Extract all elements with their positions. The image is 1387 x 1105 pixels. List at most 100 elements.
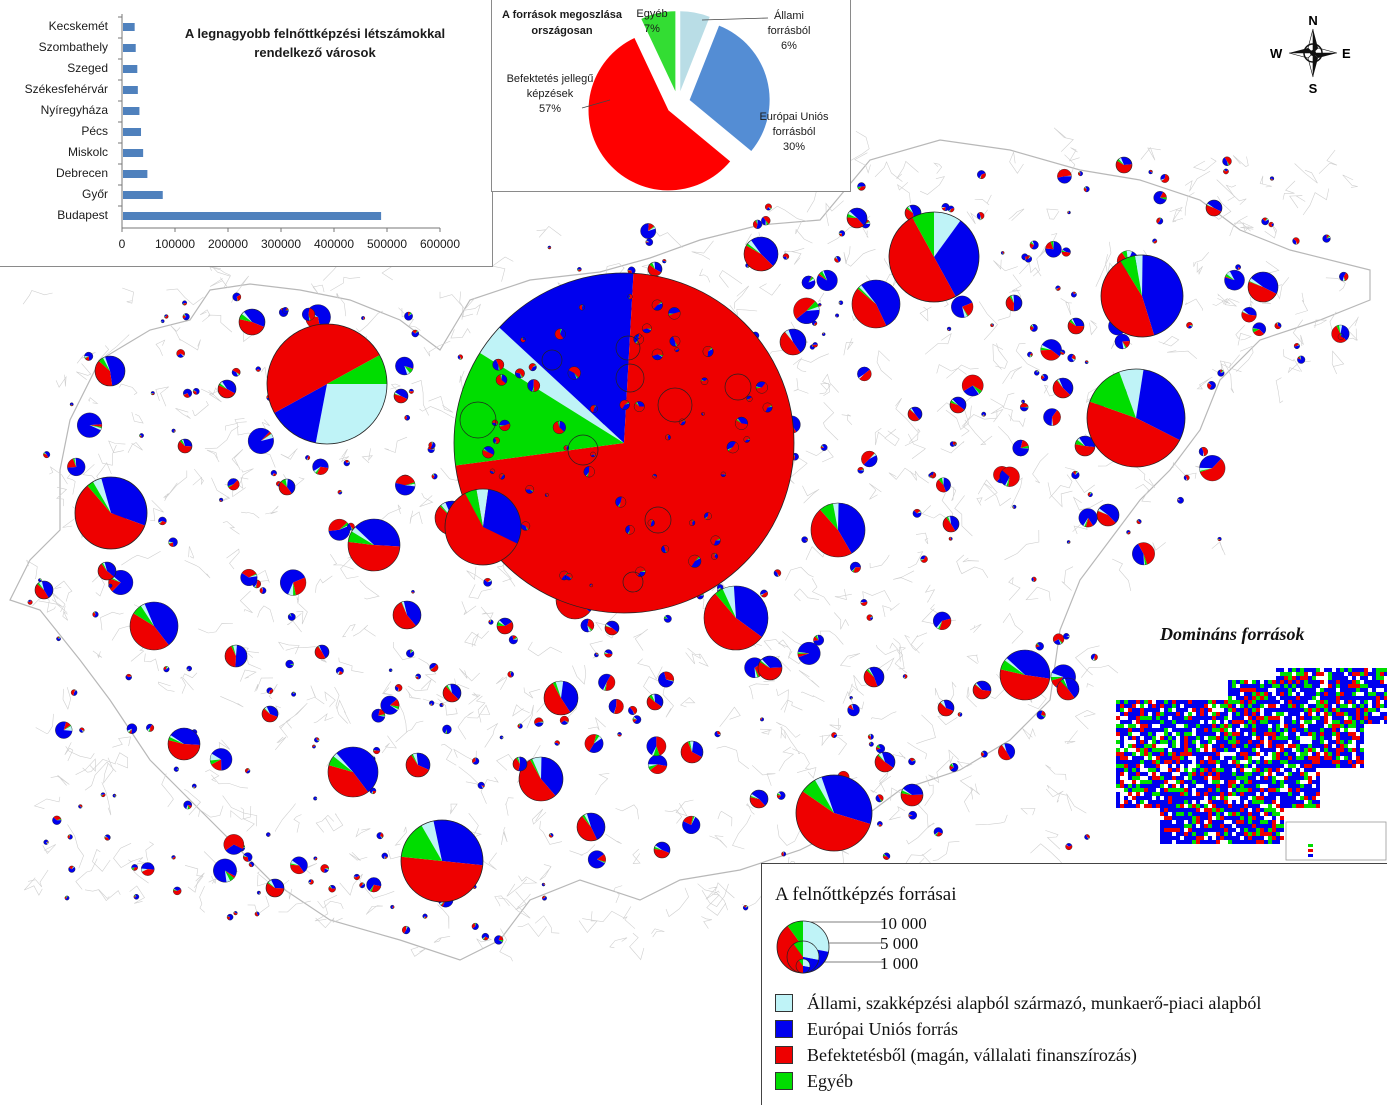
municipality-pie xyxy=(598,673,616,691)
pie-slice-1 xyxy=(689,25,770,152)
inner-pie xyxy=(583,466,595,478)
municipality-pie xyxy=(390,904,395,910)
municipality-pie xyxy=(227,478,240,491)
inner-pie xyxy=(489,468,496,474)
inner-pie xyxy=(651,299,663,311)
city-pie-medium xyxy=(743,236,779,272)
inner-pie xyxy=(668,307,681,320)
municipality-pie xyxy=(52,815,62,825)
bar-Győr xyxy=(123,191,163,199)
municipality-pie xyxy=(682,815,701,834)
compass-w: W xyxy=(1270,46,1283,61)
empty-pie-outline xyxy=(644,506,672,534)
municipality-pie xyxy=(232,292,242,302)
municipality-pie xyxy=(431,473,438,480)
municipality-pie xyxy=(781,851,787,857)
municipality-pie xyxy=(920,555,928,563)
municipality-pie xyxy=(209,748,233,771)
national-sources-pie xyxy=(581,11,770,191)
municipality-pie xyxy=(285,659,294,669)
municipality-pie xyxy=(139,433,144,438)
municipality-pie xyxy=(1045,241,1062,258)
municipality-pie xyxy=(752,219,763,229)
municipality-pie xyxy=(126,723,138,734)
municipality-pie xyxy=(125,673,132,681)
city-pie-large xyxy=(453,272,795,614)
inner-pie xyxy=(669,335,681,347)
municipality-pie xyxy=(861,450,878,468)
municipality-pie xyxy=(429,700,435,706)
municipality-pie xyxy=(776,791,786,800)
municipality-pie xyxy=(1292,237,1300,245)
empty-pie-outline xyxy=(567,434,599,466)
city-pie-medium xyxy=(1247,271,1279,303)
municipality-pie xyxy=(857,466,865,474)
municipality-pie xyxy=(255,366,261,372)
inner-pie xyxy=(734,416,749,430)
empty-pie-outline xyxy=(724,373,752,401)
city-pie-medium xyxy=(405,752,431,778)
inner-pie xyxy=(589,583,594,588)
municipality-pie xyxy=(554,740,560,746)
municipality-pie xyxy=(875,744,886,754)
legend-pie-1000 xyxy=(795,958,811,974)
bar-Székesfehérvár xyxy=(123,86,138,94)
municipality-pie xyxy=(361,316,366,321)
bar-Nyíregyháza xyxy=(123,107,140,115)
municipality-pie xyxy=(64,895,70,901)
bar-Pécs xyxy=(123,128,142,136)
municipality-pie xyxy=(1034,370,1040,376)
municipality-pie xyxy=(56,636,61,642)
municipality-pie xyxy=(1084,834,1090,840)
municipality-pie xyxy=(1000,251,1005,255)
inner-pie xyxy=(492,358,505,371)
municipality-pie xyxy=(290,856,308,875)
municipality-pie xyxy=(857,182,866,191)
dominant-sources-minimap xyxy=(1116,668,1387,861)
municipality-pie xyxy=(308,879,314,885)
city-pie-medium xyxy=(680,740,704,764)
city-pie-medium xyxy=(576,812,606,842)
municipality-pie xyxy=(604,649,613,658)
city-pie-medium xyxy=(779,328,807,356)
city-pie-large xyxy=(74,476,148,550)
municipality-pie xyxy=(67,834,73,840)
municipality-pie xyxy=(381,852,388,860)
inner-pie xyxy=(554,328,566,340)
municipality-pie xyxy=(760,589,768,598)
municipality-pie xyxy=(838,300,844,305)
municipality-pie xyxy=(877,821,883,827)
municipality-pie xyxy=(173,766,179,772)
municipality-pie xyxy=(663,614,672,623)
municipality-pie xyxy=(183,800,193,810)
inner-pie xyxy=(704,512,712,521)
municipality-pie xyxy=(171,428,176,433)
municipality-pie xyxy=(908,757,916,766)
x-tick-label: 300000 xyxy=(260,237,302,251)
municipality-pie xyxy=(146,723,155,732)
inner-pie xyxy=(528,363,537,372)
municipality-pie xyxy=(164,314,169,319)
municipality-pie xyxy=(1040,373,1049,382)
pie-chart-title: A források megoszlása országosan xyxy=(501,9,623,37)
municipality-pie xyxy=(948,536,953,541)
municipality-pie xyxy=(662,259,667,264)
municipality-pie xyxy=(1027,351,1033,358)
legend-item-allami: Állami, szakképzési alapból származó, mu… xyxy=(775,992,1261,1014)
city-pie-medium xyxy=(604,620,620,636)
city-pie-large xyxy=(444,488,522,566)
inner-pie xyxy=(499,419,511,432)
inner-pie xyxy=(652,473,658,479)
municipality-pie xyxy=(608,698,624,714)
city-pie-medium xyxy=(757,655,783,681)
x-tick-label: 100000 xyxy=(154,237,196,251)
municipality-pie xyxy=(1322,234,1331,243)
municipality-pie xyxy=(902,674,908,679)
city-pie-large xyxy=(266,323,388,445)
municipality-pie xyxy=(77,412,103,438)
municipality-pie xyxy=(646,736,667,757)
inner-pie xyxy=(755,381,768,394)
municipality-pie xyxy=(761,216,771,226)
municipality-pie xyxy=(1043,408,1061,426)
municipality-pie xyxy=(312,458,329,475)
